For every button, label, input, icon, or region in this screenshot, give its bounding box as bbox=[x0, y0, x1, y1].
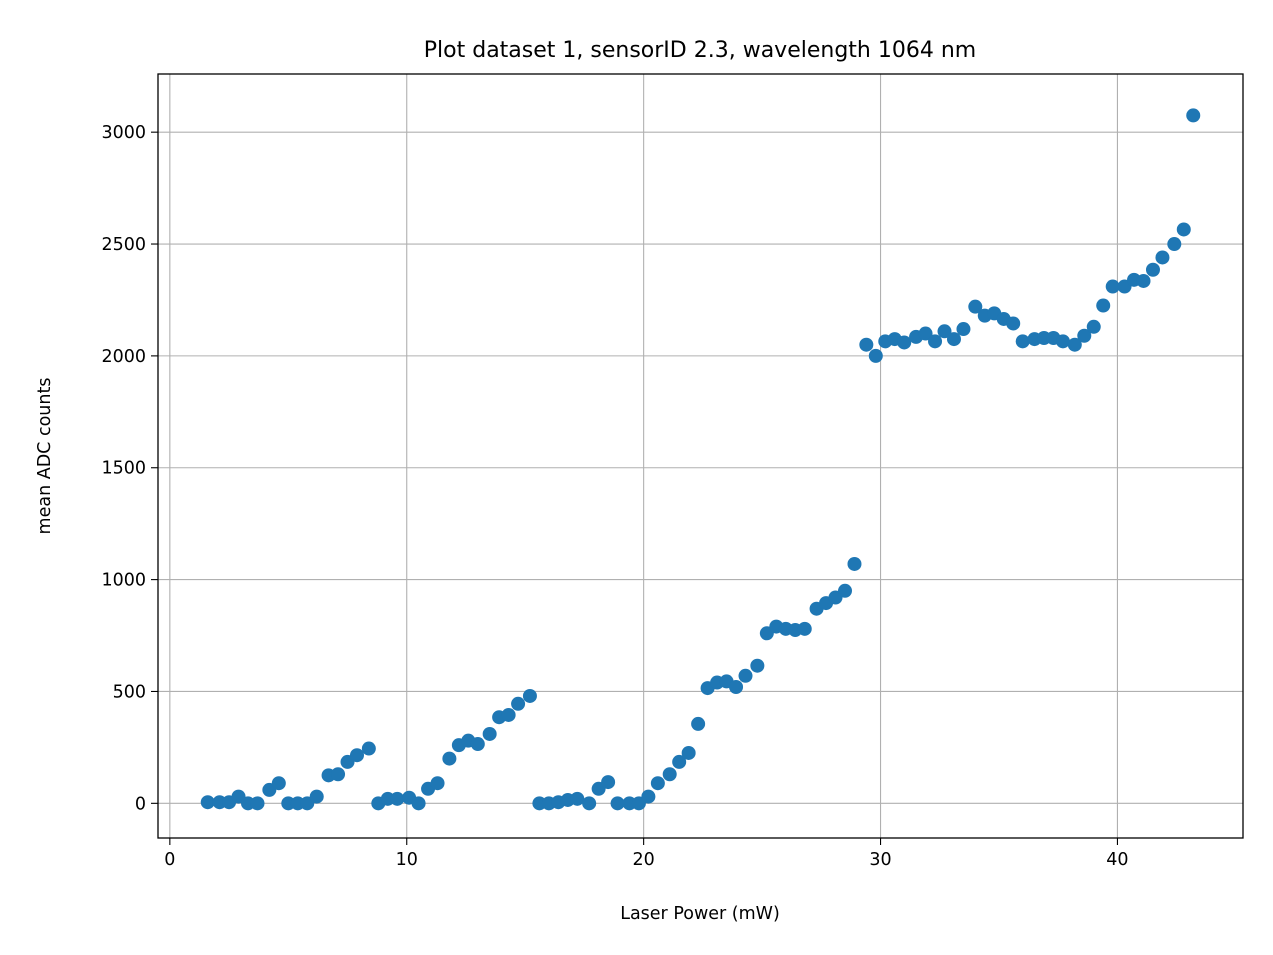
data-point bbox=[430, 776, 445, 791]
data-point bbox=[361, 741, 376, 756]
data-point bbox=[1176, 222, 1191, 237]
y-tick-label: 2000 bbox=[101, 347, 146, 367]
data-point bbox=[641, 789, 656, 804]
data-point bbox=[250, 796, 265, 811]
y-tick-label: 2500 bbox=[101, 235, 146, 255]
data-point bbox=[390, 791, 405, 806]
data-point bbox=[868, 348, 883, 363]
x-tick-label: 40 bbox=[1106, 850, 1128, 870]
x-tick-label: 20 bbox=[633, 850, 655, 870]
data-point bbox=[511, 696, 526, 711]
grid bbox=[158, 74, 1243, 838]
data-point bbox=[897, 335, 912, 350]
data-point bbox=[601, 775, 616, 790]
chart-title: Plot dataset 1, sensorID 2.3, wavelength… bbox=[424, 38, 976, 63]
data-point bbox=[729, 679, 744, 694]
data-point bbox=[946, 332, 961, 347]
data-point bbox=[349, 748, 364, 763]
y-axis-label: mean ADC counts bbox=[35, 378, 55, 535]
data-point bbox=[470, 737, 485, 752]
x-tick-label: 10 bbox=[396, 850, 418, 870]
data-point bbox=[681, 745, 696, 760]
data-point bbox=[570, 791, 585, 806]
y-tick-label: 500 bbox=[113, 682, 146, 702]
data-point bbox=[411, 796, 426, 811]
data-point bbox=[672, 754, 687, 769]
x-axis-ticks: 0 10 20 30 40 bbox=[164, 838, 1129, 870]
data-point bbox=[956, 322, 971, 337]
data-point bbox=[847, 556, 862, 571]
data-point bbox=[522, 688, 537, 703]
data-point bbox=[1105, 279, 1120, 294]
data-point bbox=[691, 716, 706, 731]
data-point bbox=[738, 668, 753, 683]
x-tick-label: 0 bbox=[164, 850, 175, 870]
data-point bbox=[838, 583, 853, 598]
data-point bbox=[1167, 237, 1182, 252]
data-point bbox=[501, 707, 516, 722]
data-point bbox=[1055, 334, 1070, 349]
data-point bbox=[1077, 328, 1092, 343]
data-point bbox=[928, 334, 943, 349]
data-point bbox=[1145, 262, 1160, 277]
x-axis-label: Laser Power (mW) bbox=[620, 904, 780, 924]
data-point bbox=[1015, 334, 1030, 349]
data-point bbox=[918, 326, 933, 341]
y-axis-ticks: 0 500 1000 1500 2000 2500 3000 bbox=[101, 123, 158, 814]
data-point bbox=[200, 795, 215, 810]
data-point bbox=[650, 776, 665, 791]
data-point bbox=[442, 751, 457, 766]
data-point bbox=[797, 621, 812, 636]
data-point bbox=[331, 767, 346, 782]
data-point bbox=[1086, 319, 1101, 334]
y-tick-label: 1500 bbox=[101, 459, 146, 479]
data-point bbox=[582, 796, 597, 811]
data-point bbox=[750, 658, 765, 673]
y-tick-label: 3000 bbox=[101, 123, 146, 143]
data-point bbox=[610, 796, 625, 811]
data-point bbox=[482, 726, 497, 741]
data-point bbox=[309, 789, 324, 804]
data-point bbox=[1067, 337, 1082, 352]
data-point bbox=[859, 337, 874, 352]
data-point bbox=[1136, 273, 1151, 288]
data-point bbox=[937, 324, 952, 339]
x-tick-label: 30 bbox=[869, 850, 891, 870]
data-point bbox=[1006, 316, 1021, 331]
data-point bbox=[1096, 298, 1111, 313]
data-point bbox=[1186, 108, 1201, 123]
data-point bbox=[968, 299, 983, 314]
data-point bbox=[1155, 250, 1170, 265]
data-point bbox=[271, 776, 286, 791]
y-tick-label: 0 bbox=[135, 794, 146, 814]
plot-frame bbox=[157, 73, 1244, 839]
y-tick-label: 1000 bbox=[101, 571, 146, 591]
data-points bbox=[200, 108, 1201, 811]
data-point bbox=[662, 767, 677, 782]
